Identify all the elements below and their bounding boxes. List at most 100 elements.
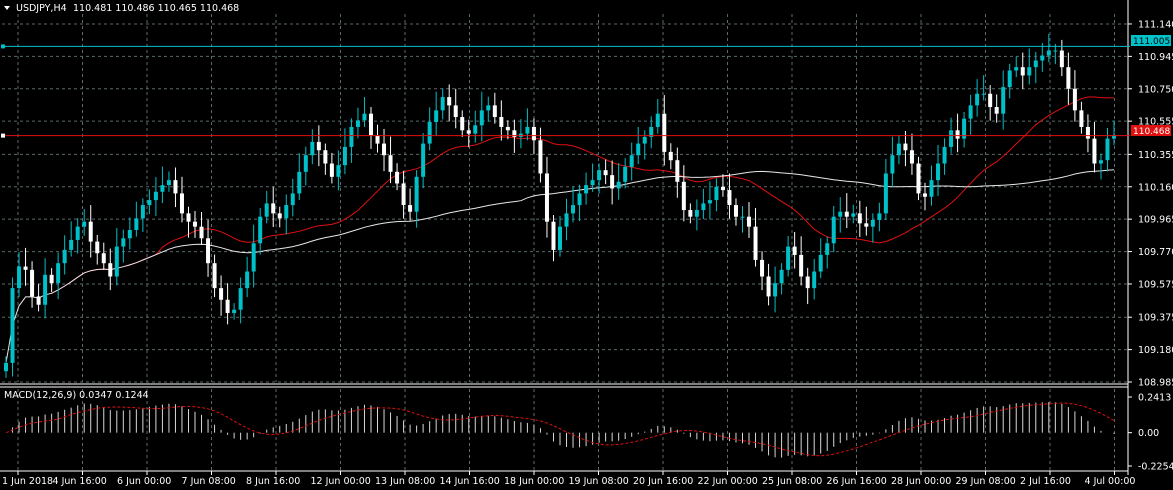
time-axis-label: 4 Jul 00:00 (1085, 476, 1136, 487)
cyan-level-tag (1131, 35, 1171, 46)
candle-body (368, 113, 373, 136)
candle-body (4, 362, 8, 372)
candle-body (10, 288, 15, 363)
time-axis-label: 14 Jun 16:00 (440, 476, 500, 487)
time-axis-label: 8 Jun 16:00 (246, 476, 300, 487)
candle-body (786, 246, 791, 270)
candle-body (694, 210, 699, 217)
candle-body (362, 113, 367, 121)
red-level-handle[interactable] (1, 133, 5, 138)
time-axis-label: 28 Jun 00:00 (891, 476, 951, 487)
candle-body (571, 205, 576, 214)
candle-body (623, 166, 628, 182)
time-axis-label: 19 Jun 08:00 (569, 476, 629, 487)
candle-body (655, 113, 660, 127)
candle-body (479, 110, 484, 126)
candle-body (101, 253, 106, 264)
dropdown-arrow-icon[interactable] (4, 6, 10, 10)
cyan-level-label: 111.005 (1133, 37, 1170, 47)
price-axis-label: 109.770 (1138, 247, 1173, 258)
candle-body (121, 238, 126, 247)
candle-body (649, 126, 654, 137)
candle-body (668, 151, 673, 161)
candle-body (36, 296, 41, 305)
candle-body (812, 271, 817, 289)
candle-body (577, 193, 582, 206)
candle-body (779, 269, 784, 284)
candle-body (264, 203, 269, 217)
candle-body (838, 211, 843, 217)
candle-body (642, 136, 647, 144)
candle-body (720, 186, 725, 191)
candle-body (975, 93, 980, 106)
candle-body (538, 140, 543, 174)
time-axis-label: 29 Jun 08:00 (956, 476, 1016, 487)
candle-body (1112, 135, 1116, 139)
candle-body (1072, 88, 1077, 111)
candle-body (851, 213, 856, 217)
red-level-tag (1131, 125, 1171, 136)
candle-body (1059, 50, 1064, 68)
candle-body (753, 226, 758, 260)
candle-body (160, 185, 165, 192)
candle-body (310, 141, 315, 156)
candle-body (903, 143, 908, 151)
candle-body (193, 221, 198, 227)
candle-body (62, 249, 67, 264)
price-axis-label: 109.375 (1138, 313, 1173, 324)
candle-body (505, 126, 510, 131)
candle-body (140, 205, 145, 219)
time-axis-label: 7 Jun 08:00 (182, 476, 236, 487)
candle-body (714, 186, 719, 201)
price-axis-label: 110.555 (1138, 117, 1173, 128)
macd-signal-line (5, 402, 1115, 457)
time-axis-label: 20 Jun 16:00 (633, 476, 693, 487)
candle-body (421, 143, 426, 177)
ma-white-line (5, 169, 1115, 363)
candle-body (277, 213, 282, 219)
candle-body (316, 141, 321, 151)
candle-body (766, 276, 771, 297)
price-axis-label: 110.750 (1138, 84, 1173, 95)
candle-body (88, 221, 93, 242)
candle-body (994, 107, 999, 114)
candle-body (199, 226, 204, 239)
candle-body (206, 238, 211, 264)
candle-body (747, 216, 752, 227)
candle-body (727, 190, 732, 206)
candle-body (968, 105, 973, 119)
candle-body (69, 239, 74, 250)
candle-body (909, 150, 914, 164)
candle-body (134, 218, 139, 230)
price-axis-label: 110.945 (1138, 52, 1173, 63)
candle-body (271, 203, 276, 214)
candle-body (238, 288, 243, 310)
candle-body (590, 180, 595, 186)
candle-body (466, 130, 471, 134)
candle-body (245, 271, 250, 289)
time-axis-label: 12 Jun 00:00 (311, 476, 371, 487)
candle-body (805, 276, 810, 289)
ohlc-values: 110.481 110.486 110.465 110.468 (73, 3, 239, 14)
candle-body (284, 205, 289, 219)
candle-body (701, 203, 706, 211)
cyan-level-handle[interactable] (1, 44, 5, 49)
candles (4, 33, 1116, 378)
candle-body (342, 146, 347, 166)
candle-body (929, 180, 934, 197)
candle-body (290, 193, 295, 206)
macd-label: MACD(12,26,9) 0.0347 0.1244 (4, 390, 149, 401)
candle-body (75, 226, 80, 240)
candle-body (153, 191, 158, 201)
candle-body (760, 259, 765, 277)
candle-body (460, 117, 465, 131)
candle-body (1027, 67, 1032, 76)
macd-axis-label: -0.2254 (1138, 462, 1173, 473)
red-level-label: 110.468 (1133, 127, 1170, 137)
candle-body (251, 243, 256, 272)
candle-body (1046, 50, 1051, 56)
candle-body (688, 210, 693, 217)
candle-body (414, 176, 419, 212)
